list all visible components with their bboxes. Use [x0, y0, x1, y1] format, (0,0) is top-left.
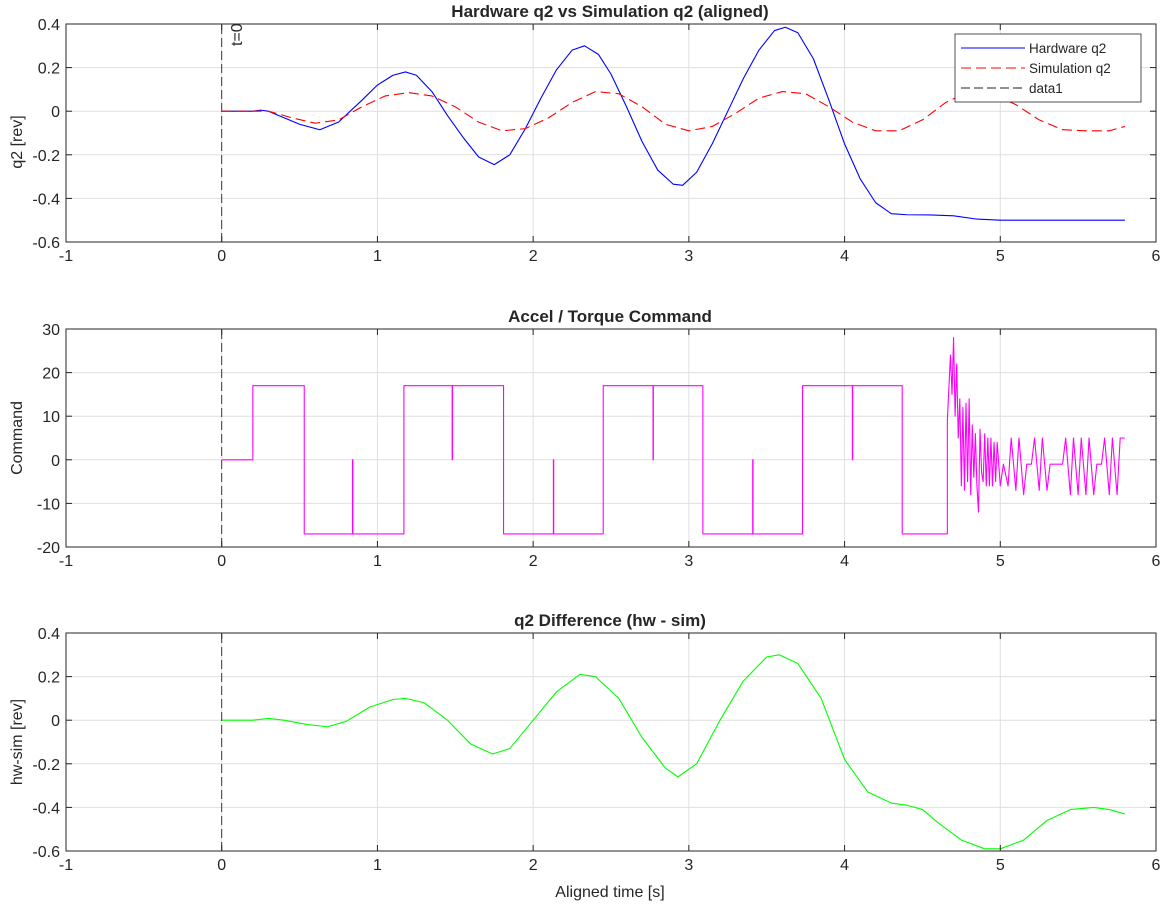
x-tick-label: 2: [529, 553, 538, 570]
plot-title: Accel / Torque Command: [508, 307, 712, 326]
series-line-0: [221, 337, 1125, 535]
legend-entry-label: Simulation q2: [1029, 61, 1111, 76]
x-tick-label: 4: [840, 248, 849, 265]
x-tick-label: 3: [684, 248, 693, 265]
x-tick-label: 6: [1152, 248, 1161, 265]
x-tick-label: 2: [529, 248, 538, 265]
y-tick-label: 20: [42, 366, 60, 383]
plot-background: [66, 329, 1156, 547]
axes-box: [65, 632, 1157, 852]
y-tick-label: -0.6: [32, 235, 60, 252]
y-tick-label: 0: [51, 453, 60, 470]
axes-box: [65, 23, 1157, 243]
x-tick-label: 0: [217, 553, 226, 570]
y-tick-label: 0: [51, 104, 60, 121]
y-tick-label: -0.4: [32, 191, 60, 208]
y-tick-label: 0.2: [38, 61, 60, 78]
y-tick-label: -0.6: [32, 844, 60, 861]
y-tick-label: 10: [42, 409, 60, 426]
plot-title: Hardware q2 vs Simulation q2 (aligned): [451, 2, 768, 21]
x-tick-label: 6: [1152, 857, 1161, 874]
x-tick-label: 2: [529, 857, 538, 874]
axes-box: [65, 328, 1157, 548]
x-tick-label: 0: [217, 248, 226, 265]
x-tick-label: 6: [1152, 553, 1161, 570]
x-tick-label: 3: [684, 553, 693, 570]
axes-q2-difference: -1 0 1 2 3 4 5 6 -0.6 -0.4 -0.2 0 0.2 0.4 q2 Differen…: [9, 611, 1161, 901]
x-tick-label: -1: [59, 248, 73, 265]
x-tick-label: 4: [840, 857, 849, 874]
x-axis-label: Aligned time [s]: [555, 884, 664, 901]
plot-title: q2 Difference (hw - sim): [514, 611, 706, 630]
y-tick-label: -0.2: [32, 148, 60, 165]
plot-background: [66, 633, 1156, 851]
x-tick-label: 1: [373, 857, 382, 874]
y-tick-label: -0.2: [32, 757, 60, 774]
x-tick-label: 5: [996, 857, 1005, 874]
x-tick-label: 1: [373, 553, 382, 570]
x-tick-label: 5: [996, 248, 1005, 265]
x-tick-label: -1: [59, 553, 73, 570]
y-axis-label: Command: [9, 401, 26, 475]
series-hardware-q2: [221, 26, 1125, 221]
y-tick-label: -0.4: [32, 800, 60, 817]
legend-entry-label: Hardware q2: [1029, 41, 1106, 56]
y-tick-label: -10: [37, 496, 60, 513]
t0-annotation: t=0: [229, 23, 246, 46]
y-tick-label: 0.4: [38, 626, 60, 643]
legend-entry-label: data1: [1029, 81, 1063, 96]
x-tick-label: 3: [684, 857, 693, 874]
y-tick-label: 0.4: [38, 17, 60, 34]
y-tick-label: -20: [37, 540, 60, 557]
series-line-0: [221, 654, 1126, 850]
legend: Hardware q2 Simulation q2 data1: [954, 33, 1142, 103]
y-tick-label: 30: [42, 322, 60, 339]
x-tick-label: 5: [996, 553, 1005, 570]
y-tick-label: 0.2: [38, 670, 60, 687]
plot-area: -1 0 1 2 3 4 5 6 -0.6 -0.4 -0.2 0 0.2 0.4: [32, 626, 1160, 874]
x-tick-label: -1: [59, 857, 73, 874]
x-tick-label: 4: [840, 553, 849, 570]
x-tick-label: 0: [217, 857, 226, 874]
y-tick-label: 0: [51, 713, 60, 730]
x-tick-label: 1: [373, 248, 382, 265]
y-axis-label: q2 [rev]: [9, 115, 26, 168]
axes-q2-comparison: -1 0 1 2 3 4 5 6 -0.6 -0.4 -0.2 0 0.2 0.4 Hardware q2…: [9, 2, 1161, 265]
y-axis-label: hw-sim [rev]: [9, 699, 26, 785]
series-simulation-q2: [221, 91, 1126, 132]
